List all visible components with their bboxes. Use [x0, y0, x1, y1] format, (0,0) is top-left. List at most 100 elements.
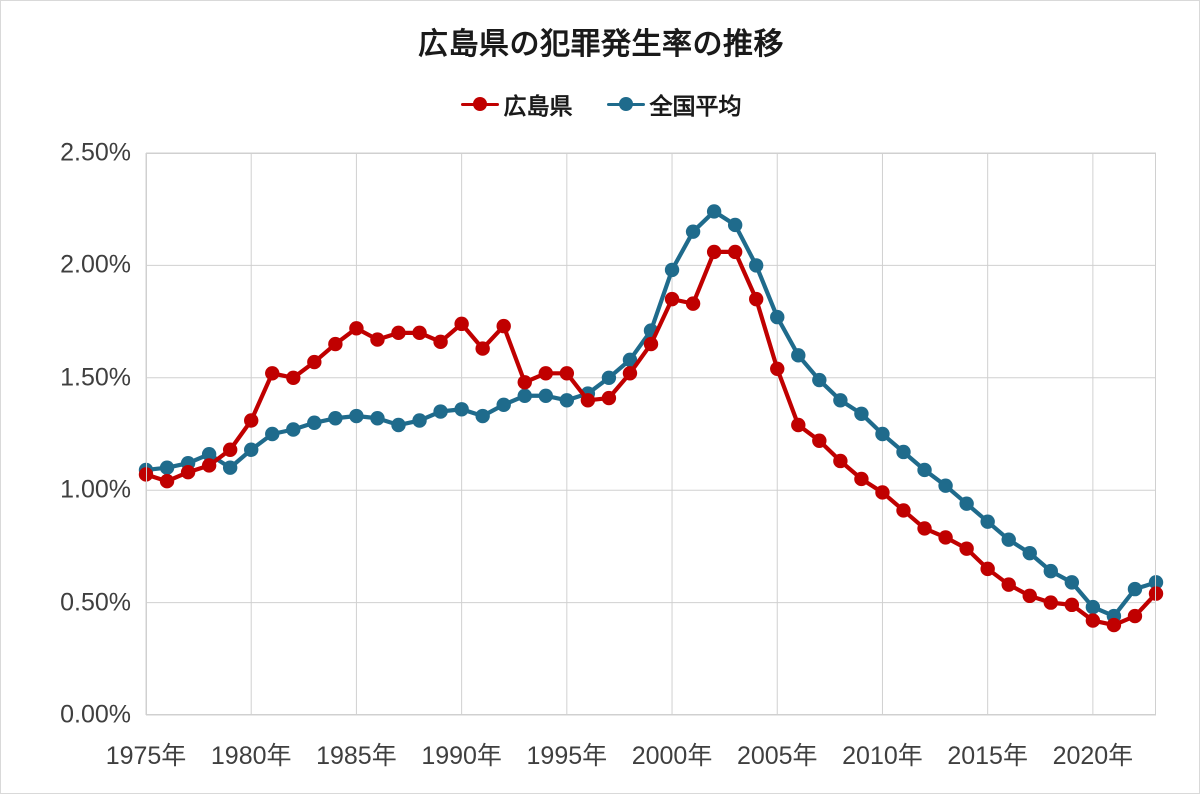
data-point[interactable] [559, 393, 575, 408]
data-point[interactable] [265, 426, 280, 442]
data-point[interactable] [1043, 563, 1058, 579]
data-point[interactable] [959, 541, 974, 556]
data-point[interactable] [1127, 581, 1143, 597]
data-point[interactable] [159, 474, 175, 489]
data-point[interactable] [538, 388, 553, 403]
data-point[interactable] [1064, 575, 1080, 590]
data-point[interactable] [475, 341, 490, 356]
data-point[interactable] [706, 244, 722, 260]
data-point[interactable] [685, 224, 701, 239]
data-point[interactable] [601, 370, 617, 385]
data-point[interactable] [538, 366, 553, 381]
data-point[interactable] [580, 393, 596, 408]
data-point[interactable] [307, 354, 322, 370]
data-point[interactable] [265, 366, 280, 381]
data-point[interactable] [244, 413, 259, 428]
data-point[interactable] [896, 503, 911, 518]
data-point[interactable] [980, 514, 995, 529]
data-point[interactable] [770, 361, 785, 377]
data-point[interactable] [328, 411, 343, 426]
data-point[interactable] [1022, 588, 1037, 604]
data-point[interactable] [559, 366, 575, 381]
data-point[interactable] [980, 561, 995, 577]
data-point[interactable] [286, 370, 301, 385]
data-point[interactable] [812, 372, 827, 388]
data-point[interactable] [854, 471, 869, 487]
legend-item-series-0[interactable]: 広島県 [460, 87, 573, 121]
data-point[interactable] [959, 496, 974, 511]
data-point[interactable] [622, 366, 638, 381]
data-point[interactable] [517, 375, 532, 390]
data-point[interactable] [349, 321, 364, 336]
data-point[interactable] [749, 291, 764, 307]
data-point[interactable] [1085, 599, 1101, 615]
data-point[interactable] [138, 467, 154, 482]
data-point[interactable] [727, 217, 743, 233]
data-point[interactable] [664, 262, 680, 278]
data-point[interactable] [159, 460, 175, 475]
data-point[interactable] [1106, 617, 1122, 633]
data-point[interactable] [412, 325, 427, 341]
data-point[interactable] [896, 444, 911, 460]
data-point[interactable] [917, 462, 932, 478]
data-point[interactable] [496, 397, 511, 412]
data-point[interactable] [938, 530, 953, 545]
data-point[interactable] [791, 348, 806, 363]
data-point[interactable] [307, 415, 322, 430]
data-point[interactable] [201, 447, 217, 462]
data-point[interactable] [1064, 597, 1080, 613]
data-point[interactable] [664, 291, 680, 307]
legend-dot-series-0 [472, 97, 487, 111]
data-point[interactable] [1148, 575, 1164, 590]
data-point[interactable] [328, 336, 343, 352]
data-point[interactable] [454, 316, 469, 332]
data-point[interactable] [201, 458, 217, 473]
data-point[interactable] [791, 417, 806, 433]
data-point[interactable] [875, 426, 890, 442]
data-point[interactable] [370, 411, 385, 426]
data-point[interactable] [1001, 532, 1016, 547]
data-point[interactable] [1001, 577, 1016, 592]
data-point[interactable] [622, 352, 638, 368]
data-point[interactable] [391, 325, 406, 341]
data-point[interactable] [517, 388, 532, 403]
data-point[interactable] [349, 408, 364, 424]
data-point[interactable] [222, 460, 238, 475]
data-point[interactable] [727, 244, 743, 260]
data-point[interactable] [601, 390, 617, 406]
data-point[interactable] [496, 318, 511, 334]
y-axis-tick-label: 1.00% [60, 475, 131, 504]
data-point[interactable] [1085, 613, 1101, 628]
data-point[interactable] [854, 406, 869, 421]
data-point[interactable] [244, 442, 259, 457]
data-point[interactable] [1127, 608, 1143, 624]
data-point[interactable] [917, 521, 932, 536]
data-point[interactable] [938, 478, 953, 493]
data-point[interactable] [643, 336, 659, 352]
x-axis-tick-label: 1975年 [105, 742, 187, 770]
data-point[interactable] [391, 417, 406, 433]
data-point[interactable] [1043, 595, 1058, 610]
data-point[interactable] [812, 433, 827, 448]
data-point[interactable] [412, 413, 427, 428]
data-point[interactable] [833, 393, 848, 408]
data-point[interactable] [370, 332, 385, 347]
legend-item-series-1[interactable]: 全国平均 [606, 87, 742, 121]
data-point[interactable] [1022, 545, 1037, 561]
data-point[interactable] [433, 334, 448, 350]
data-point[interactable] [770, 309, 785, 325]
data-point[interactable] [454, 402, 469, 417]
data-point[interactable] [706, 204, 722, 219]
data-point[interactable] [1148, 586, 1164, 601]
data-point[interactable] [180, 465, 196, 480]
data-point[interactable] [875, 485, 890, 500]
data-point[interactable] [833, 453, 848, 469]
data-point[interactable] [222, 442, 238, 457]
data-point[interactable] [286, 422, 301, 437]
data-point[interactable] [433, 404, 448, 419]
plot-area [138, 152, 1164, 716]
data-point[interactable] [749, 258, 764, 273]
series-line [143, 249, 1159, 628]
data-point[interactable] [475, 408, 490, 424]
data-point[interactable] [685, 296, 701, 311]
